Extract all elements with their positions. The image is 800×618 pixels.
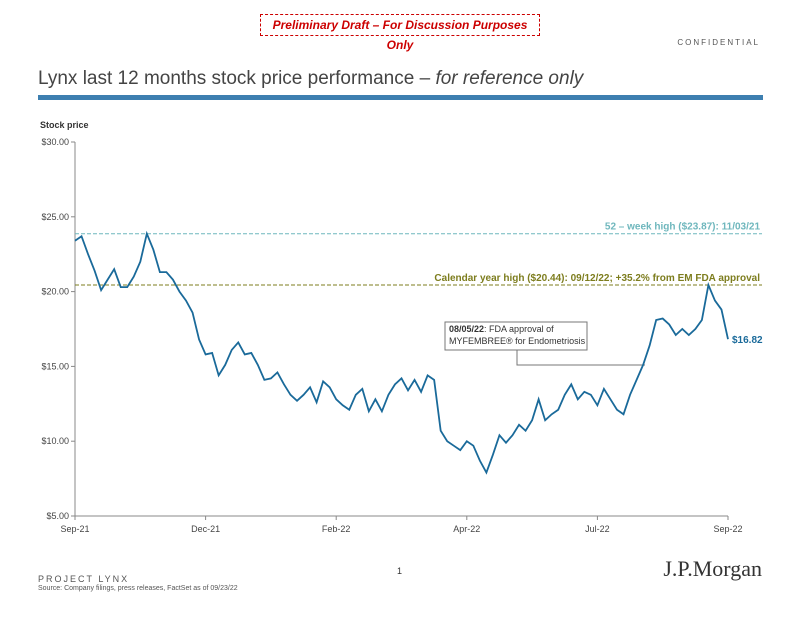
- x-tick-label: Feb-22: [322, 524, 351, 534]
- logo: J.P.Morgan: [663, 556, 762, 581]
- y-tick-label: $5.00: [46, 511, 69, 521]
- y-axis-label: Stock price: [40, 120, 89, 130]
- annotation-date: 08/05/22: [449, 324, 484, 334]
- annotation-text: 08/05/22: FDA approval of: [449, 324, 554, 334]
- annotation-line1: : FDA approval of: [484, 324, 554, 334]
- title-text: Lynx last 12 months stock price performa…: [38, 68, 436, 89]
- value-label: $16.82: [732, 335, 763, 346]
- annotation-leader: [516, 350, 645, 366]
- reference-label: Calendar year high ($20.44): 09/12/22; +…: [434, 273, 760, 284]
- title-rule: [38, 95, 763, 100]
- page-number: 1: [397, 566, 403, 576]
- confidential: CONFIDENTIAL: [677, 38, 760, 47]
- x-tick-label: Sep-22: [713, 524, 742, 534]
- x-tick-label: Jul-22: [585, 524, 610, 534]
- y-tick-label: $15.00: [41, 361, 69, 371]
- project: PROJECT LYNX: [38, 574, 130, 584]
- title: Lynx last 12 months stock price performa…: [38, 68, 583, 90]
- title-note: for reference only: [435, 68, 584, 89]
- y-tick-label: $30.00: [41, 137, 69, 147]
- annotation-line2: MYFEMBREE® for Endometriosis: [449, 336, 586, 346]
- reference-label: 52 – week high ($23.87): 11/03/21: [605, 222, 761, 233]
- draft-notice: Preliminary Draft – For Discussion Purpo…: [260, 14, 540, 52]
- source: Source: Company filings, press releases,…: [38, 585, 238, 592]
- y-tick-label: $10.00: [41, 436, 69, 446]
- x-tick-label: Apr-22: [453, 524, 480, 534]
- y-tick-label: $25.00: [41, 212, 69, 222]
- x-tick-label: Dec-21: [191, 524, 220, 534]
- x-tick-label: Sep-21: [60, 524, 89, 534]
- annotation-box: [444, 321, 588, 351]
- y-tick-label: $20.00: [41, 287, 69, 297]
- price-line: [74, 230, 729, 475]
